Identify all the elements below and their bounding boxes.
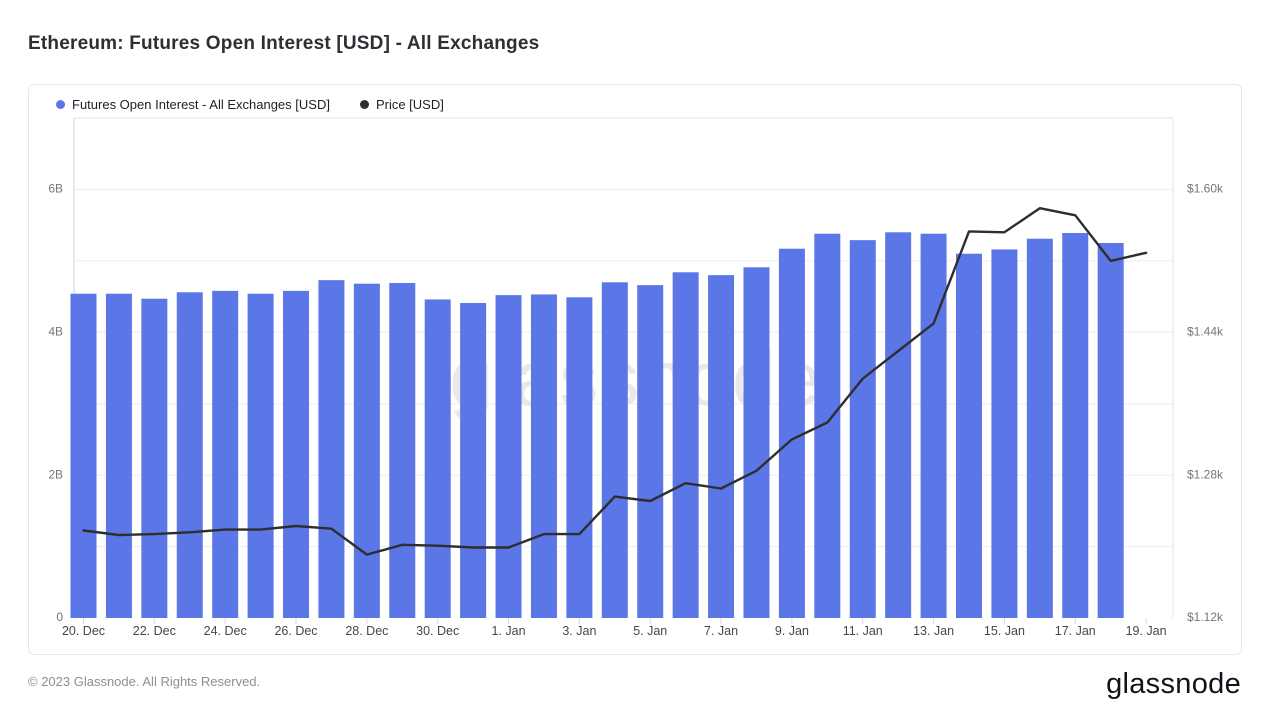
- x-label: 30. Dec: [416, 624, 459, 638]
- x-label: 13. Jan: [913, 624, 954, 638]
- y-right-label: $1.28k: [1187, 467, 1224, 481]
- legend-dot-open-interest-icon: [56, 100, 65, 109]
- legend-item-price[interactable]: Price [USD]: [359, 97, 444, 112]
- chart-card: Futures Open Interest - All Exchanges [U…: [28, 84, 1242, 655]
- oi-bar[interactable]: [991, 249, 1018, 618]
- x-label: 22. Dec: [133, 624, 176, 638]
- oi-bar[interactable]: [318, 280, 345, 618]
- x-label: 28. Dec: [345, 624, 388, 638]
- oi-bar[interactable]: [105, 293, 132, 618]
- oi-bar[interactable]: [708, 275, 735, 618]
- oi-bar[interactable]: [212, 290, 239, 618]
- x-label: 26. Dec: [274, 624, 317, 638]
- x-label: 17. Jan: [1055, 624, 1096, 638]
- y-left-label: 2B: [48, 467, 63, 481]
- oi-bar[interactable]: [70, 293, 97, 618]
- legend-item-open-interest[interactable]: Futures Open Interest - All Exchanges [U…: [56, 97, 330, 112]
- oi-bar[interactable]: [885, 232, 912, 619]
- x-label: 7. Jan: [704, 624, 738, 638]
- legend-label-open-interest: Futures Open Interest - All Exchanges [U…: [72, 97, 330, 112]
- oi-bar[interactable]: [353, 283, 380, 618]
- y-right-label: $1.12k: [1187, 610, 1224, 624]
- oi-bar[interactable]: [566, 297, 593, 618]
- x-label: 19. Jan: [1126, 624, 1167, 638]
- copyright-text: © 2023 Glassnode. All Rights Reserved.: [28, 674, 261, 689]
- oi-bar[interactable]: [1062, 233, 1089, 618]
- oi-bar[interactable]: [743, 267, 770, 618]
- oi-bar[interactable]: [460, 303, 487, 618]
- oi-bar[interactable]: [247, 293, 274, 618]
- oi-bar[interactable]: [601, 282, 628, 618]
- oi-bar[interactable]: [495, 295, 522, 618]
- x-label: 20. Dec: [62, 624, 105, 638]
- price-line[interactable]: [82, 206, 1148, 556]
- oi-bar[interactable]: [424, 299, 451, 618]
- y-left-label: 4B: [48, 324, 63, 338]
- oi-bar[interactable]: [1026, 238, 1053, 618]
- x-label: 11. Jan: [843, 624, 883, 638]
- oi-bar[interactable]: [530, 294, 557, 618]
- y-left-label: 6B: [48, 182, 63, 196]
- glassnode-logo: glassnode: [1106, 668, 1241, 700]
- oi-bar[interactable]: [920, 233, 947, 618]
- oi-bar[interactable]: [176, 292, 203, 618]
- chart-plot-area[interactable]: glassnode02B4B6B$1.12k$1.28k$1.44k$1.60k…: [29, 85, 1241, 654]
- x-label: 15. Jan: [984, 624, 1025, 638]
- oi-bar[interactable]: [637, 285, 664, 618]
- legend-label-price: Price [USD]: [375, 97, 444, 112]
- oi-bar[interactable]: [956, 253, 982, 618]
- x-label: 9. Jan: [775, 624, 809, 638]
- page-title: Ethereum: Futures Open Interest [USD] - …: [28, 33, 540, 54]
- x-label: 5. Jan: [633, 624, 667, 638]
- oi-bar[interactable]: [283, 290, 310, 618]
- y-right-label: $1.60k: [1187, 182, 1224, 196]
- oi-bar[interactable]: [672, 272, 699, 618]
- oi-bar[interactable]: [778, 248, 805, 618]
- oi-bar[interactable]: [849, 240, 876, 618]
- oi-bar[interactable]: [1097, 243, 1124, 618]
- chart-legend: Futures Open Interest - All Exchanges [U…: [56, 97, 444, 112]
- legend-dot-price-icon: [359, 100, 369, 109]
- x-label: 1. Jan: [492, 624, 526, 638]
- oi-bar[interactable]: [141, 298, 168, 618]
- x-label: 24. Dec: [204, 624, 247, 638]
- x-label: 3. Jan: [562, 624, 596, 638]
- y-left-label: 0: [56, 610, 63, 624]
- y-right-label: $1.44k: [1187, 324, 1224, 338]
- oi-bar[interactable]: [389, 283, 416, 618]
